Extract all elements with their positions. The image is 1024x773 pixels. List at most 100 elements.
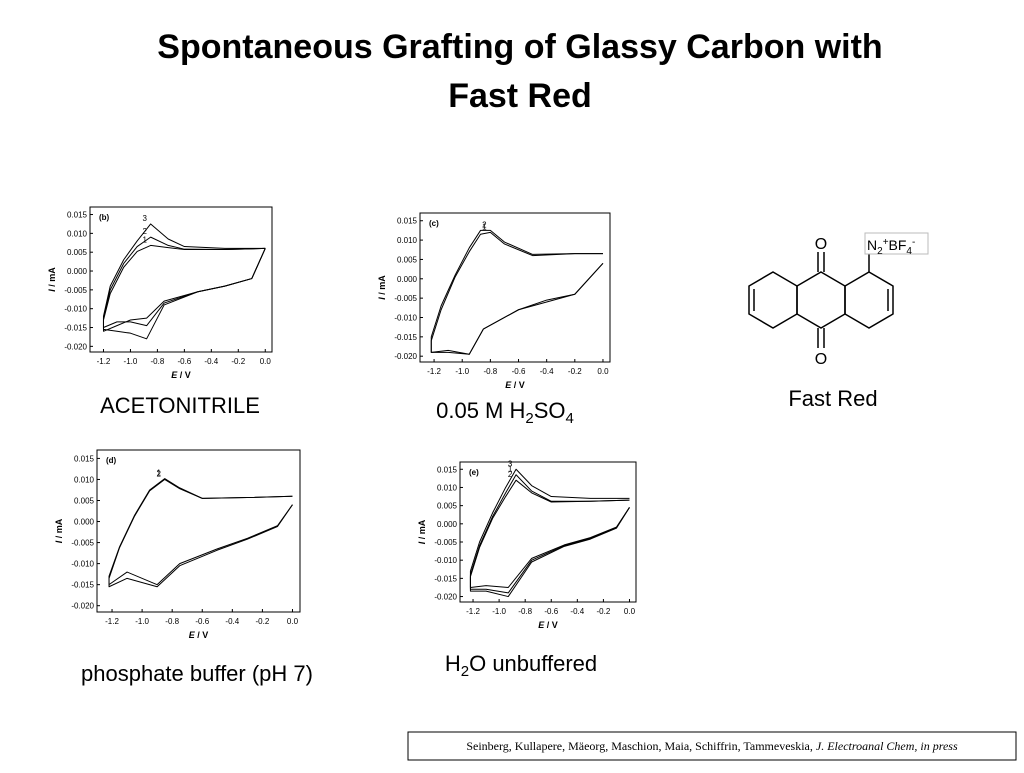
substituent-part: +	[883, 237, 889, 248]
y-axis-label: I / mA	[377, 275, 387, 300]
axis-label-symbol: I	[47, 289, 57, 292]
axis-label-unit: / V	[511, 380, 525, 390]
x-tick-label: -0.4	[540, 367, 554, 376]
caption: H2O unbuffered	[445, 651, 597, 680]
y-tick-label: 0.010	[437, 483, 458, 492]
x-tick-label: -0.8	[151, 357, 165, 366]
caption-part: SO	[534, 398, 566, 423]
x-tick-label: -1.0	[492, 607, 506, 616]
caption: ACETONITRILE	[100, 393, 260, 418]
axis-label-unit: / mA	[377, 275, 387, 298]
y-tick-label: 0.005	[74, 496, 95, 505]
y-tick-label: 0.010	[397, 236, 418, 245]
panel-label: (d)	[106, 456, 117, 465]
x-tick-label: -0.6	[177, 357, 191, 366]
caption-subscript: 2	[461, 663, 469, 680]
caption-subscript: 4	[566, 410, 574, 427]
y-tick-label: 0.005	[437, 502, 458, 511]
axis-label-symbol: E	[505, 380, 512, 390]
chart: 0.015 0.010 0.005 0.000 -0.005 -0.010 -0.015 -0…	[417, 459, 637, 630]
curve-label: 1	[156, 469, 161, 478]
y-tick-label: -0.015	[64, 324, 87, 333]
caption-part: 0.05 M H	[436, 398, 525, 423]
curve-label: 1	[482, 222, 487, 231]
title-line: Spontaneous Grafting of Glassy Carbon wi…	[157, 28, 882, 66]
cv-curve	[102, 223, 266, 340]
x-tick-label: -0.6	[512, 367, 526, 376]
x-tick-label: -1.0	[124, 357, 138, 366]
y-tick-label: -0.005	[64, 286, 87, 295]
y-tick-label: 0.015	[74, 454, 95, 463]
axis-label-symbol: I	[417, 541, 427, 544]
axis-label-unit: / V	[177, 370, 191, 380]
x-tick-label: -0.2	[568, 367, 582, 376]
curve-label: 3	[142, 214, 147, 223]
y-tick-label: 0.000	[437, 520, 458, 529]
curve-label: 2	[156, 469, 161, 478]
y-tick-label: -0.020	[64, 342, 87, 351]
axis-label-symbol: E	[171, 370, 178, 380]
y-tick-label: 0.000	[397, 275, 418, 284]
curve-label: 1	[142, 235, 147, 244]
y-tick-label: 0.015	[437, 465, 458, 474]
y-tick-label: -0.015	[394, 333, 417, 342]
fast-red-structure	[748, 232, 929, 348]
curve-label: 2	[508, 470, 513, 479]
y-tick-label: 0.010	[67, 229, 88, 238]
citation-journal: J. Electroanal Chem, in press	[816, 739, 958, 753]
axis-label-symbol: I	[54, 540, 64, 543]
x-axis-label: E / V	[189, 630, 209, 640]
substituent-part: -	[912, 237, 915, 248]
y-tick-label: -0.020	[394, 352, 417, 361]
x-tick-label: -0.2	[597, 607, 611, 616]
x-tick-label: -1.2	[97, 357, 111, 366]
y-tick-label: 0.005	[67, 248, 88, 257]
y-tick-label: -0.010	[394, 313, 417, 322]
x-tick-label: -1.2	[466, 607, 480, 616]
plot-frame	[419, 212, 611, 363]
y-tick-label: -0.010	[64, 305, 87, 314]
ring	[748, 271, 798, 329]
x-tick-label: -0.4	[570, 607, 584, 616]
substituent-part: N	[867, 237, 877, 253]
x-tick-label: 0.0	[260, 357, 272, 366]
y-tick-label: -0.015	[71, 581, 94, 590]
plot-frame	[89, 206, 273, 353]
axis-label-symbol: E	[189, 630, 196, 640]
citation-authors: Seinberg, Kullapere, Mäeorg, Maschion, M…	[466, 739, 816, 753]
caption-part: H	[445, 651, 461, 676]
x-axis-label: E / V	[538, 620, 558, 630]
substituent: N2+BF4-	[867, 237, 915, 257]
x-tick-label: 0.0	[624, 607, 636, 616]
y-tick-label: 0.015	[397, 217, 418, 226]
y-tick-label: 0.015	[67, 211, 88, 220]
substituent-part: 2	[877, 246, 883, 257]
x-tick-label: -0.8	[165, 617, 179, 626]
x-tick-label: -1.0	[455, 367, 469, 376]
substituent-part: 4	[906, 246, 912, 257]
axis-label-symbol: E	[538, 620, 545, 630]
chart: 0.015 0.010 0.005 0.000 -0.005 -0.010 -0.015 -0…	[47, 206, 273, 380]
y-tick-label: -0.005	[71, 539, 94, 548]
y-tick-label: 0.010	[74, 475, 95, 484]
x-tick-label: -1.2	[427, 367, 441, 376]
cv-curve	[469, 468, 630, 588]
x-tick-label: -0.6	[195, 617, 209, 626]
y-tick-label: -0.005	[434, 538, 457, 547]
axis-label-unit: / mA	[54, 518, 64, 541]
y-tick-label: -0.005	[394, 294, 417, 303]
ring	[796, 271, 846, 329]
citation-box	[407, 731, 1017, 761]
caption-subscript: 2	[525, 410, 533, 427]
y-tick-label: 0.005	[397, 255, 418, 264]
caption-part: O unbuffered	[469, 651, 597, 676]
curve-label: 3	[508, 459, 513, 468]
axis-label-unit: / V	[195, 630, 209, 640]
curve-label: 2	[482, 220, 487, 229]
x-tick-label: 0.0	[597, 367, 609, 376]
chart: 0.015 0.010 0.005 0.000 -0.005 -0.010 -0.015 -0…	[54, 449, 301, 640]
cv-curve	[430, 229, 604, 355]
y-axis-label: I / mA	[54, 518, 64, 543]
x-tick-label: -0.6	[544, 607, 558, 616]
